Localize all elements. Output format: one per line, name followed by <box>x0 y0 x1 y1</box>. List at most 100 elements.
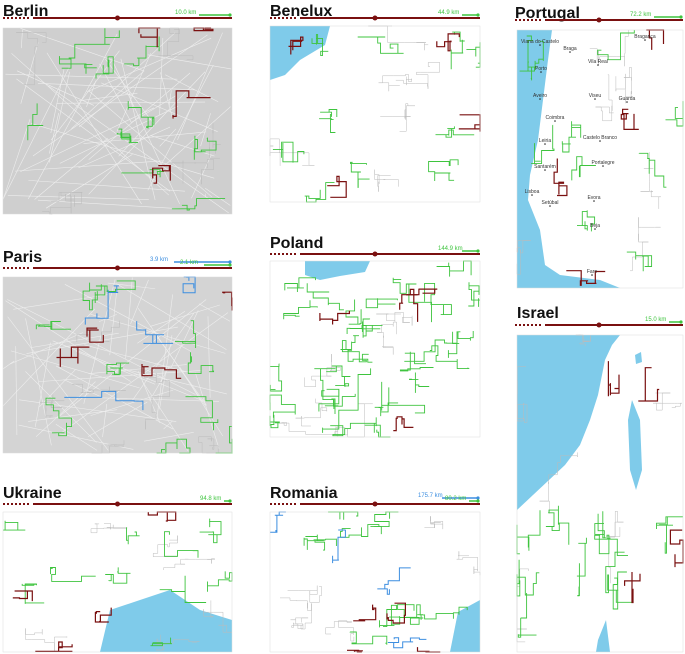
route <box>332 529 346 564</box>
place-label: Coimbra <box>546 115 565 121</box>
map-background <box>3 28 232 214</box>
route <box>94 280 136 303</box>
street <box>11 53 170 196</box>
street <box>56 299 207 419</box>
place-label: Leiria <box>539 138 551 144</box>
place-dot <box>644 39 646 41</box>
scale-dot <box>228 13 232 17</box>
route <box>428 159 459 181</box>
route <box>626 251 653 272</box>
route <box>304 182 335 203</box>
route <box>630 217 661 272</box>
route <box>141 364 182 379</box>
route <box>456 551 481 576</box>
route <box>159 575 207 603</box>
map-panel: Ukraine 94.8 km <box>2 485 233 653</box>
route <box>105 567 131 584</box>
street <box>5 300 131 382</box>
street <box>28 180 186 192</box>
route <box>45 397 73 437</box>
street <box>160 72 174 120</box>
street <box>170 310 199 368</box>
route <box>95 56 114 79</box>
map-frame <box>2 276 233 454</box>
route <box>615 67 632 104</box>
scale-dot <box>476 496 480 500</box>
map-frame <box>269 260 481 438</box>
street <box>163 420 173 430</box>
street <box>38 370 202 382</box>
place-label: Vila Real <box>588 59 608 65</box>
place-dot <box>539 44 541 46</box>
scale-label: 44.9 km <box>438 10 459 16</box>
scale-label: 80.2 km <box>445 496 466 502</box>
place-label: Beja <box>590 223 600 229</box>
route <box>305 534 337 546</box>
place-label: Santarém <box>534 164 556 170</box>
route <box>290 617 309 629</box>
route <box>319 310 350 325</box>
place-label: Portalegre <box>591 160 614 166</box>
street <box>46 52 142 205</box>
water <box>517 335 620 510</box>
street <box>14 160 164 172</box>
route <box>526 35 537 81</box>
street <box>159 128 177 147</box>
route <box>163 558 215 570</box>
route <box>136 321 174 344</box>
street <box>15 346 18 435</box>
street <box>25 371 97 443</box>
place-dot <box>593 200 595 202</box>
scale-label: 175.7 km <box>418 493 443 499</box>
route <box>287 585 322 603</box>
place-dot <box>597 64 599 66</box>
route <box>350 161 370 188</box>
map-frame <box>516 29 684 289</box>
route <box>620 108 639 130</box>
route <box>607 361 620 397</box>
map-background <box>270 261 480 437</box>
street <box>88 401 148 437</box>
route <box>84 285 119 325</box>
route <box>270 511 286 533</box>
route <box>409 372 430 393</box>
route <box>393 416 414 432</box>
street <box>20 42 39 104</box>
route <box>71 383 126 393</box>
route <box>187 352 215 375</box>
route <box>516 240 531 275</box>
scale-dot <box>228 263 232 267</box>
place-label: Porto <box>535 66 547 72</box>
place-dot <box>554 120 556 122</box>
route <box>424 282 452 316</box>
route <box>376 312 413 326</box>
street <box>35 381 96 437</box>
place-dot <box>539 98 541 100</box>
street <box>31 332 119 348</box>
street <box>179 367 224 437</box>
scale-dot <box>228 260 232 264</box>
route <box>94 607 112 623</box>
route <box>361 318 381 338</box>
scale-label: 72.2 km <box>630 12 651 18</box>
street <box>26 326 178 354</box>
route <box>116 128 138 144</box>
route <box>193 135 217 160</box>
route <box>429 345 470 370</box>
scale-marker <box>372 501 378 507</box>
route <box>377 567 411 595</box>
route <box>353 604 377 622</box>
route <box>147 511 177 522</box>
panel-title: Poland <box>270 235 323 252</box>
route <box>35 321 71 330</box>
street <box>64 284 191 352</box>
route <box>330 417 377 437</box>
route <box>127 101 155 129</box>
route <box>436 33 460 52</box>
route <box>576 537 587 597</box>
street <box>116 53 152 132</box>
street <box>45 154 133 209</box>
street <box>10 350 140 389</box>
route <box>399 351 434 372</box>
street <box>116 283 227 350</box>
